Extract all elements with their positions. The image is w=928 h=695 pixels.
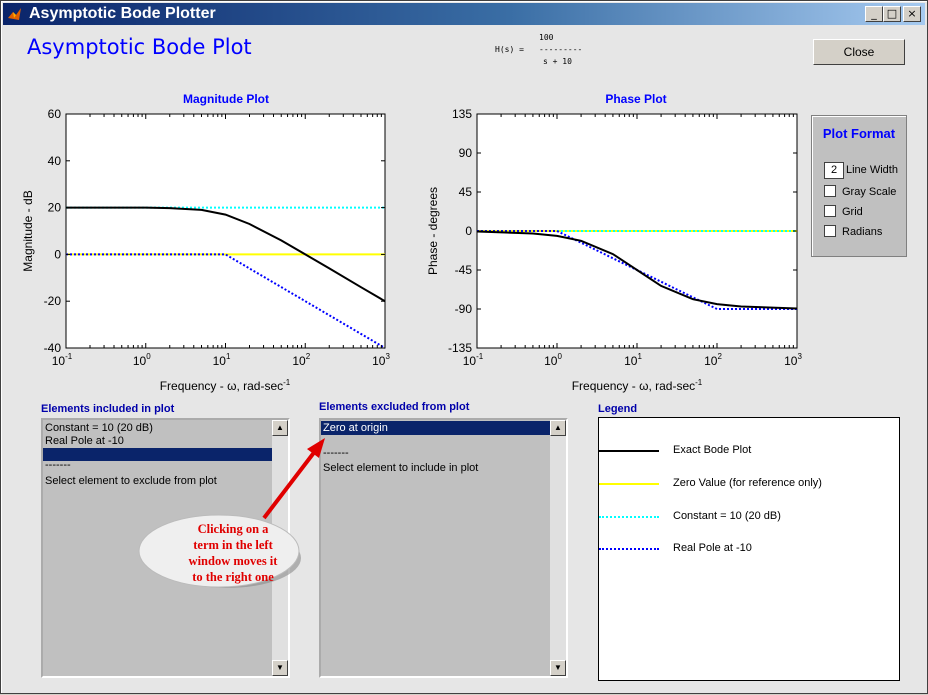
maximize-button[interactable]: □ [883,6,901,22]
radians-label: Radians [842,226,883,238]
y-tick-label: -40 [44,341,62,355]
scrollbar[interactable]: ▲ ▼ [550,420,566,676]
minimize-button[interactable]: _ [865,6,883,22]
scroll-up-icon[interactable]: ▲ [550,420,566,436]
x-tick-label: 101 [213,352,231,368]
matlab-logo-icon [8,8,21,20]
legend-swatch-zero [599,483,659,485]
gray-scale-checkbox[interactable]: Gray Scale [824,185,896,198]
tf-bar: --------- [539,45,583,54]
callout-line: to the right one [192,570,274,584]
title-bar[interactable]: Asymptotic Bode Plotter _ □ × [3,3,925,25]
list-item[interactable]: ------- [45,459,71,471]
magnitude-axes-box [65,113,386,349]
series-line [66,206,386,303]
gray-scale-label: Gray Scale [842,186,897,198]
window-title: Asymptotic Bode Plotter [29,5,216,22]
series-line [66,253,386,349]
phase-plot-title: Phase Plot [605,92,667,106]
included-label: Elements included in plot [41,403,175,415]
checkbox-box[interactable] [824,205,836,217]
x-tick-label: 103 [372,352,390,368]
tf-numerator: 100 [539,33,554,42]
magnitude-plot-title: Magnitude Plot [183,92,269,106]
callout-line: window moves it [188,554,278,568]
scroll-up-icon[interactable]: ▲ [272,420,288,436]
selected-list-item[interactable]: Zero at origin [323,422,388,434]
legend-swatch-constant [599,516,659,518]
checkbox-box[interactable] [824,225,836,237]
y-tick-label: 0 [54,247,61,261]
magnitude-xlabel: Frequency - ω, rad-sec-1 [160,378,291,393]
legend-entry: Zero Value (for reference only) [673,477,822,489]
scroll-down-icon[interactable]: ▼ [272,660,288,676]
page-title: Asymptotic Bode Plot [27,35,252,59]
list-item[interactable]: Select element to exclude from plot [45,475,217,487]
y-tick-label: 60 [48,107,62,121]
line-width-input[interactable]: 2 [824,162,844,179]
callout-text: Clicking on a term in the left window mo… [173,521,293,585]
close-button[interactable]: Close [813,39,905,65]
plot-format-panel: Plot Format 2 Line Width Gray Scale Grid… [811,115,907,257]
excluded-label: Elements excluded from plot [319,401,470,413]
radians-checkbox[interactable]: Radians [824,225,882,238]
checkbox-box[interactable] [824,185,836,197]
list-item[interactable]: Real Pole at -10 [45,435,124,447]
callout-line: term in the left [193,538,273,552]
legend-label: Legend [598,403,638,415]
tf-lhs: H(s) = [495,45,524,54]
x-tick-label: 100 [133,352,151,368]
magnitude-ylabel: Magnitude - dB [21,190,35,271]
x-tick-label: 102 [292,352,310,368]
legend-entry: Exact Bode Plot [673,444,752,456]
line-width-label: Line Width [846,164,898,176]
y-tick-label: 20 [48,201,62,215]
selected-list-item-bg [321,421,550,435]
list-item[interactable]: Select element to include in plot [323,462,479,474]
excluded-listbox[interactable]: Zero at origin ------- Select element to… [319,418,568,678]
legend-panel: Exact Bode Plot Zero Value (for referenc… [598,417,900,681]
transfer-function: 100 H(s) = --------- s + 10 [495,33,605,69]
y-tick-label: 40 [48,154,62,168]
y-tick-label: -20 [44,294,62,308]
callout-line: Clicking on a [197,522,269,536]
list-item[interactable]: Constant = 10 (20 dB) [45,422,153,434]
close-window-button[interactable]: × [903,6,921,22]
legend-entry: Real Pole at -10 [673,542,752,554]
x-tick-label: 10-1 [52,352,73,368]
legend-entry: Constant = 10 (20 dB) [673,510,781,522]
selected-list-item[interactable] [43,448,272,461]
grid-label: Grid [842,206,863,218]
scroll-down-icon[interactable]: ▼ [550,660,566,676]
legend-swatch-pole [599,548,659,550]
list-item[interactable]: ------- [323,447,349,459]
legend-swatch-exact [599,450,659,452]
grid-checkbox[interactable]: Grid [824,205,863,218]
plot-format-title: Plot Format [822,126,896,141]
tf-denominator: s + 10 [543,57,572,66]
